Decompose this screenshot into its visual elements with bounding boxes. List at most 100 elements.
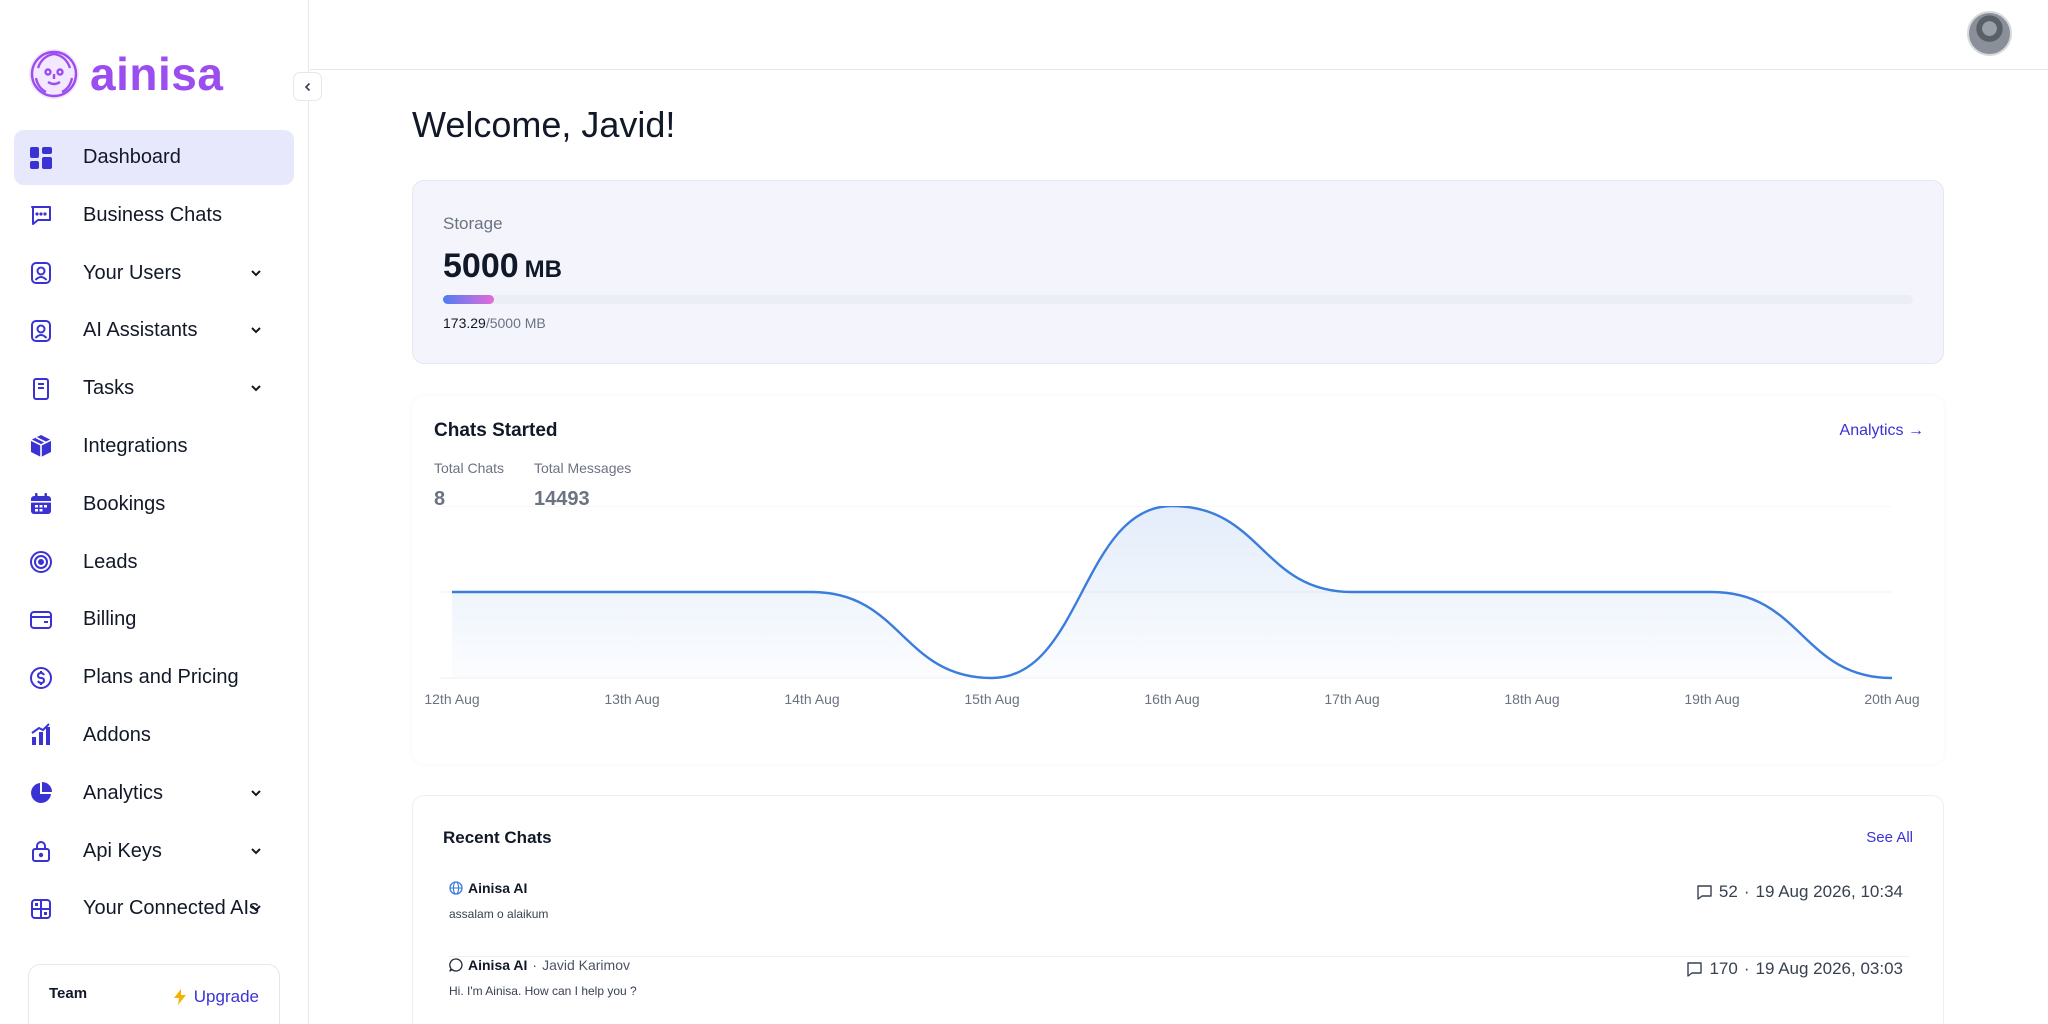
chart-x-tick-label: 15th Aug bbox=[964, 691, 1019, 707]
team-label: Team bbox=[49, 985, 88, 1002]
calendar-icon bbox=[28, 491, 54, 517]
chat-date: 19 Aug 2026, 03:03 bbox=[1755, 959, 1903, 978]
see-all-link[interactable]: See All bbox=[1866, 829, 1913, 846]
sidebar-item-bookings[interactable]: Bookings bbox=[14, 477, 294, 532]
brand-logo[interactable]: ainisa bbox=[28, 48, 223, 100]
sidebar-item-label: Your Users bbox=[83, 261, 182, 284]
message-count-icon bbox=[1687, 961, 1703, 977]
sidebar-item-business-chats[interactable]: Business Chats bbox=[14, 188, 294, 243]
chats-started-title: Chats Started bbox=[434, 420, 558, 441]
collapse-sidebar-button[interactable] bbox=[293, 72, 322, 101]
sidebar-item-your-connected-ais[interactable]: Your Connected AIs bbox=[14, 881, 294, 936]
sidebar-item-addons[interactable]: Addons bbox=[14, 708, 294, 763]
sidebar-item-label: Bookings bbox=[83, 492, 166, 515]
recent-chat-row[interactable]: Ainisa AI assalam o alaikum 52 · 19 Aug … bbox=[449, 880, 1909, 957]
sidebar-item-label: Addons bbox=[83, 723, 151, 746]
chart-x-tick-label: 12th Aug bbox=[424, 691, 479, 707]
chevron-down-icon[interactable] bbox=[248, 265, 264, 281]
chat-meta: 170 · 19 Aug 2026, 03:03 bbox=[1686, 959, 1903, 979]
chat-message-count: 52 bbox=[1718, 882, 1738, 901]
storage-total-value: 5000 bbox=[443, 247, 519, 285]
chat-last-message: Hi. I'm Ainisa. How can I help you ? bbox=[449, 984, 637, 998]
chart-series-line bbox=[451, 506, 1893, 680]
target-icon bbox=[28, 549, 54, 575]
sidebar-item-analytics[interactable]: Analytics bbox=[14, 766, 294, 821]
storage-used: 173.29 bbox=[443, 315, 486, 331]
chart-x-tick-label: 19th Aug bbox=[1684, 691, 1739, 707]
sidebar-item-leads[interactable]: Leads bbox=[14, 535, 294, 590]
chart-x-tick-label: 18th Aug bbox=[1504, 691, 1559, 707]
sidebar-item-label: Leads bbox=[83, 550, 138, 573]
wallet-icon bbox=[28, 607, 54, 633]
brand-name: ainisa bbox=[90, 48, 224, 100]
chat-assistant-name: Ainisa AI bbox=[468, 880, 528, 896]
assistant-badge-icon bbox=[28, 318, 54, 344]
chart-x-tick-label: 17th Aug bbox=[1324, 691, 1379, 707]
clipboard-icon bbox=[28, 376, 54, 402]
chat-head: Ainisa AI · Javid Karimov bbox=[449, 957, 630, 973]
upgrade-label: Upgrade bbox=[193, 987, 259, 1006]
sidebar-item-plans-and-pricing[interactable]: Plans and Pricing bbox=[14, 650, 294, 705]
sidebar-item-label: Dashboard bbox=[83, 146, 181, 168]
chevron-down-icon[interactable] bbox=[248, 380, 264, 396]
sidebar-item-your-users[interactable]: Your Users bbox=[14, 246, 294, 301]
chevron-down-icon[interactable] bbox=[248, 322, 264, 338]
sidebar-nav: Dashboard Business Chats Your Users AI A… bbox=[14, 130, 294, 939]
upgrade-button[interactable]: Upgrade bbox=[172, 987, 259, 1007]
total-chats-value: 8 bbox=[434, 488, 446, 510]
sidebar-item-dashboard[interactable]: Dashboard bbox=[14, 130, 294, 185]
storage-label: Storage bbox=[443, 214, 503, 233]
chats-started-card: Chats Started Analytics → Total Chats 8 … bbox=[412, 396, 1944, 764]
sidebar-item-billing[interactable]: Billing bbox=[14, 592, 294, 647]
sidebar-item-api-keys[interactable]: Api Keys bbox=[14, 824, 294, 879]
dollar-circle-icon bbox=[28, 665, 54, 691]
chart-x-tick-label: 13th Aug bbox=[604, 691, 659, 707]
storage-progress-fill bbox=[443, 295, 494, 304]
chart-area-fill bbox=[452, 506, 1892, 678]
whatsapp-icon bbox=[449, 958, 463, 972]
storage-card: Storage 5000 MB 173.29/5000 MB bbox=[412, 180, 1944, 364]
chat-bubble-icon bbox=[28, 202, 54, 228]
sidebar-item-label: Plans and Pricing bbox=[83, 666, 239, 689]
chat-date: 19 Aug 2026, 10:34 bbox=[1755, 882, 1903, 901]
storage-detail-suffix: /5000 MB bbox=[485, 315, 546, 331]
chats-started-chart: 12th Aug 13th Aug 14th Aug 15th Aug 16th Aug… bbox=[424, 506, 1920, 707]
sidebar-item-label: Business Chats bbox=[83, 203, 222, 226]
chevron-down-icon[interactable] bbox=[248, 900, 264, 916]
chart-x-tick-label: 16th Aug bbox=[1144, 691, 1199, 707]
apps-grid-icon bbox=[28, 896, 54, 922]
storage-unit: MB bbox=[524, 256, 562, 283]
sidebar-item-ai-assistants[interactable]: AI Assistants bbox=[14, 303, 294, 358]
sidebar-item-label: Analytics bbox=[83, 781, 164, 804]
user-avatar[interactable] bbox=[1967, 11, 2012, 56]
user-badge-icon bbox=[28, 260, 54, 286]
logo-mark-icon bbox=[29, 49, 79, 99]
sidebar-item-tasks[interactable]: Tasks bbox=[14, 361, 294, 416]
meta-separator: · bbox=[1743, 882, 1750, 901]
chart-x-tick-label: 14th Aug bbox=[784, 691, 839, 707]
bar-chart-icon bbox=[28, 722, 54, 748]
sidebar-item-label: AI Assistants bbox=[83, 319, 198, 342]
sidebar-item-integrations[interactable]: Integrations bbox=[14, 419, 294, 474]
chat-assistant-name: Ainisa AI bbox=[468, 957, 528, 973]
team-card: Team Upgrade bbox=[28, 964, 280, 1024]
storage-progress-bar bbox=[443, 295, 1913, 304]
chat-user-name: Javid Karimov bbox=[542, 957, 630, 973]
total-messages-value: 14493 bbox=[534, 488, 590, 510]
storage-total: 5000 MB bbox=[443, 247, 562, 286]
recent-chat-row[interactable]: Ainisa AI · Javid Karimov Hi. I'm Ainisa… bbox=[449, 957, 1909, 1024]
storage-detail: 173.29/5000 MB bbox=[443, 315, 546, 331]
recent-chats-title: Recent Chats bbox=[443, 828, 552, 847]
pie-chart-icon bbox=[28, 780, 54, 806]
recent-chats-card: Recent Chats See All Ainisa AI assalam o… bbox=[412, 795, 1944, 1024]
chat-head: Ainisa AI bbox=[449, 880, 527, 896]
analytics-link[interactable]: Analytics → bbox=[1839, 422, 1924, 439]
chevron-down-icon[interactable] bbox=[248, 785, 264, 801]
globe-icon bbox=[449, 881, 463, 895]
chevron-down-icon[interactable] bbox=[248, 843, 264, 859]
dashboard-grid-icon bbox=[28, 145, 54, 171]
sidebar-item-label: Integrations bbox=[83, 434, 188, 457]
total-chats-label: Total Chats bbox=[434, 460, 505, 476]
page-title: Welcome, Javid! bbox=[412, 104, 676, 145]
sidebar-item-label: Api Keys bbox=[83, 839, 162, 862]
